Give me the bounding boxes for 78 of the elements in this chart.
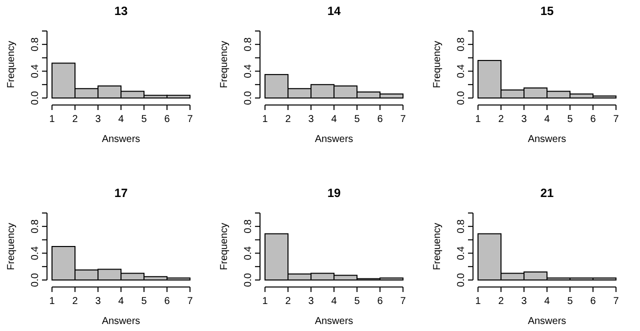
x-tick-label: 1 (475, 114, 482, 125)
chart-title: 15 (540, 4, 554, 18)
x-tick-label: 3 (308, 114, 314, 125)
chart-title: 17 (114, 186, 128, 200)
x-tick-label: 4 (118, 296, 124, 307)
x-tick-label: 7 (613, 114, 620, 125)
chart-title: 14 (327, 4, 341, 18)
x-tick-label: 1 (475, 296, 482, 307)
x-tick-label: 1 (262, 114, 268, 125)
x-tick-label: 4 (331, 296, 338, 307)
x-tick-label: 2 (285, 114, 292, 125)
x-axis-title: Answers (314, 316, 354, 327)
y-tick-label: 0.4 (243, 246, 254, 260)
chart-title: 13 (114, 4, 128, 18)
y-tick-label: 0.8 (243, 219, 254, 234)
y-tick-label: 0.8 (456, 219, 467, 234)
x-axis-title: Answers (102, 134, 140, 145)
x-tick-label: 6 (377, 296, 384, 307)
x-tick-label: 5 (567, 114, 574, 125)
y-tick-label: 0.4 (456, 64, 467, 78)
x-tick-label: 5 (141, 114, 148, 125)
x-tick-label: 4 (331, 114, 338, 125)
y-tick-label: 0.8 (30, 219, 41, 234)
x-tick-label: 7 (187, 114, 194, 125)
x-tick-label: 5 (567, 296, 574, 307)
x-tick-label: 1 (49, 114, 56, 125)
x-tick-label: 6 (590, 114, 596, 125)
x-tick-label: 2 (285, 296, 292, 307)
y-tick-label: 0.0 (30, 272, 41, 287)
x-tick-label: 2 (498, 296, 504, 307)
y-tick-label: 0.0 (243, 272, 254, 287)
y-tick-label: 0.8 (243, 37, 254, 52)
x-tick-label: 4 (544, 114, 550, 125)
y-tick-label: 0.4 (456, 246, 467, 260)
y-tick-label: 0.0 (30, 90, 41, 105)
y-tick-label: 0.8 (30, 37, 41, 52)
x-tick-label: 7 (187, 296, 194, 307)
x-axis-title: Answers (528, 316, 566, 327)
x-tick-label: 6 (377, 114, 384, 125)
x-tick-label: 2 (72, 114, 78, 125)
x-tick-label: 2 (72, 296, 78, 307)
y-tick-label: 0.0 (243, 90, 254, 105)
x-tick-label: 7 (400, 114, 406, 125)
x-tick-label: 6 (590, 296, 596, 307)
x-tick-label: 5 (141, 296, 148, 307)
x-tick-label: 6 (164, 296, 170, 307)
y-axis-title: Frequency (6, 222, 17, 270)
x-tick-label: 5 (354, 114, 360, 125)
y-tick-label: 0.4 (30, 246, 41, 260)
x-axis-title: Answers (314, 134, 354, 145)
x-tick-label: 3 (308, 296, 314, 307)
x-axis-title: Answers (102, 316, 140, 327)
x-tick-label: 2 (498, 114, 504, 125)
y-axis-title: Frequency (6, 40, 17, 88)
chart-title: 19 (327, 186, 341, 200)
x-tick-label: 7 (613, 296, 620, 307)
x-tick-label: 3 (521, 296, 528, 307)
y-axis-title: Frequency (432, 40, 443, 88)
y-tick-label: 0.0 (456, 90, 467, 105)
x-tick-label: 3 (95, 114, 102, 125)
x-tick-label: 4 (118, 114, 124, 125)
chart-title: 21 (540, 186, 554, 200)
y-axis-title: Frequency (219, 40, 230, 88)
y-axis-title: Frequency (219, 222, 230, 270)
x-tick-label: 4 (544, 296, 550, 307)
y-tick-label: 0.4 (30, 64, 41, 78)
x-tick-label: 1 (262, 296, 268, 307)
x-axis-title: Answers (528, 134, 566, 145)
y-tick-label: 0.0 (456, 272, 467, 287)
y-tick-label: 0.4 (243, 64, 254, 78)
x-tick-label: 1 (49, 296, 56, 307)
x-tick-label: 6 (164, 114, 170, 125)
x-tick-label: 3 (95, 296, 102, 307)
x-tick-label: 7 (400, 296, 406, 307)
y-axis-title: Frequency (432, 222, 443, 270)
x-tick-label: 5 (354, 296, 360, 307)
y-tick-label: 0.8 (456, 37, 467, 52)
x-tick-label: 3 (521, 114, 528, 125)
